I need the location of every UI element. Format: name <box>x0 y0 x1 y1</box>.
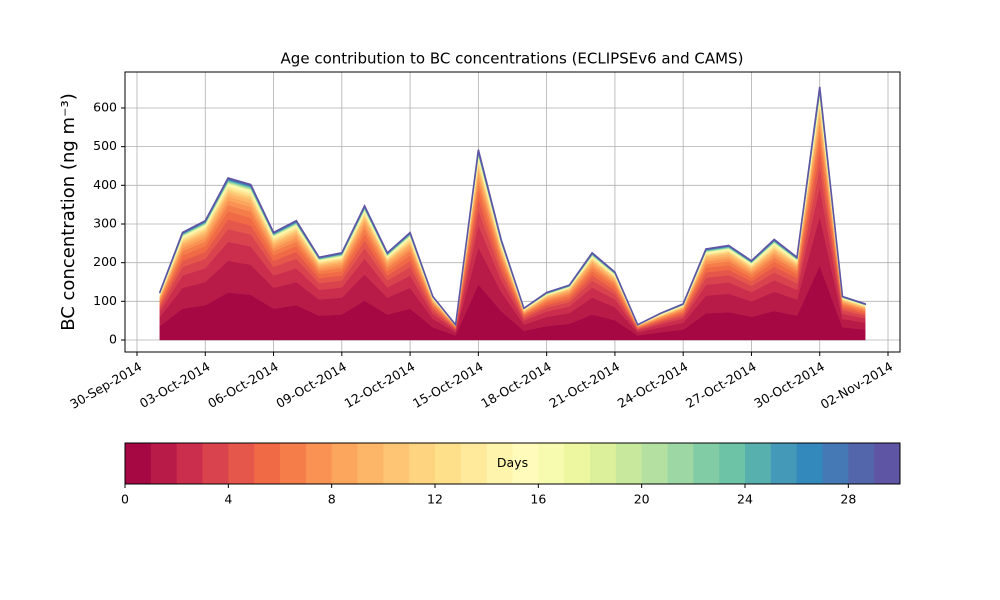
colorbar-swatch <box>512 443 539 484</box>
colorbar-swatch <box>719 443 746 484</box>
colorbar-swatch <box>305 443 333 484</box>
colorbar-tick-label: 16 <box>530 492 546 507</box>
area <box>158 86 867 327</box>
colorbar-tick-label: 0 <box>121 492 129 507</box>
colorbar-swatch <box>125 443 152 484</box>
colorbar-swatch <box>822 443 849 484</box>
colorbar-swatch <box>228 443 255 484</box>
y-tick-label: 400 <box>93 177 117 192</box>
colorbar-swatch <box>590 443 617 484</box>
x-tick-label: 02-Nov-2014 <box>818 359 896 412</box>
colorbar-frame <box>124 442 901 485</box>
colorbar-swatch <box>693 443 720 484</box>
colorbar-swatch <box>280 443 307 484</box>
colorbar-swatch <box>615 443 643 484</box>
x-tick-label: 21-Oct-2014 <box>547 359 623 411</box>
colorbar-swatch <box>486 443 513 484</box>
x-tick-label: 12-Oct-2014 <box>342 359 418 411</box>
colorbar-tick-label: 12 <box>427 492 443 507</box>
colorbar-swatch <box>435 443 462 484</box>
x-tick-label: 06-Oct-2014 <box>205 359 281 411</box>
y-tick-label: 100 <box>93 293 117 308</box>
colorbar-tick-label: 24 <box>737 492 753 507</box>
x-tick-label: 24-Oct-2014 <box>615 359 691 411</box>
y-axis-label: BC concentration (ng m⁻³) <box>58 93 79 331</box>
chart-title: Age contribution to BC concentrations (E… <box>281 50 744 68</box>
x-tick-label: 30-Oct-2014 <box>751 359 827 411</box>
colorbar-swatch <box>202 443 229 484</box>
colorbar-tick-label: 20 <box>634 492 650 507</box>
colorbar-swatch <box>331 443 358 484</box>
colorbar-swatch <box>564 443 591 484</box>
x-tick-label: 15-Oct-2014 <box>410 359 486 411</box>
colorbar-swatch <box>254 443 281 484</box>
colorbar-label: Days <box>497 455 528 470</box>
colorbar-swatch <box>641 443 668 484</box>
x-tick-label: 09-Oct-2014 <box>273 359 349 411</box>
colorbar-swatch <box>848 443 875 484</box>
colorbar-swatch <box>383 443 410 484</box>
x-tick-label: 30-Sep-2014 <box>67 359 144 412</box>
colorbar-swatch <box>538 443 565 484</box>
colorbar-tick-label: 28 <box>840 492 856 507</box>
x-tick-label: 27-Oct-2014 <box>683 359 759 411</box>
colorbar-swatch <box>874 443 901 484</box>
colorbar-swatch <box>770 443 798 484</box>
y-tick-label: 500 <box>93 138 117 153</box>
x-tick-label: 18-Oct-2014 <box>478 359 554 411</box>
colorbar-swatch <box>745 443 772 484</box>
y-tick-label: 600 <box>93 99 117 114</box>
y-tick-label: 0 <box>109 332 117 347</box>
colorbar-swatch <box>460 443 488 484</box>
colorbar-swatch <box>150 443 178 484</box>
colorbar-swatch <box>409 443 436 484</box>
colorbar-tick-label: 4 <box>224 492 232 507</box>
colorbar-swatch <box>796 443 823 484</box>
y-tick-label: 200 <box>93 254 117 269</box>
colorbar-swatch <box>357 443 384 484</box>
colorbar-tick-label: 8 <box>328 492 336 507</box>
colorbar-swatch <box>667 443 694 484</box>
colorbar-swatch <box>176 443 203 484</box>
x-tick-label: 03-Oct-2014 <box>137 359 213 411</box>
plot-frame <box>124 71 901 353</box>
y-tick-label: 300 <box>93 215 117 230</box>
